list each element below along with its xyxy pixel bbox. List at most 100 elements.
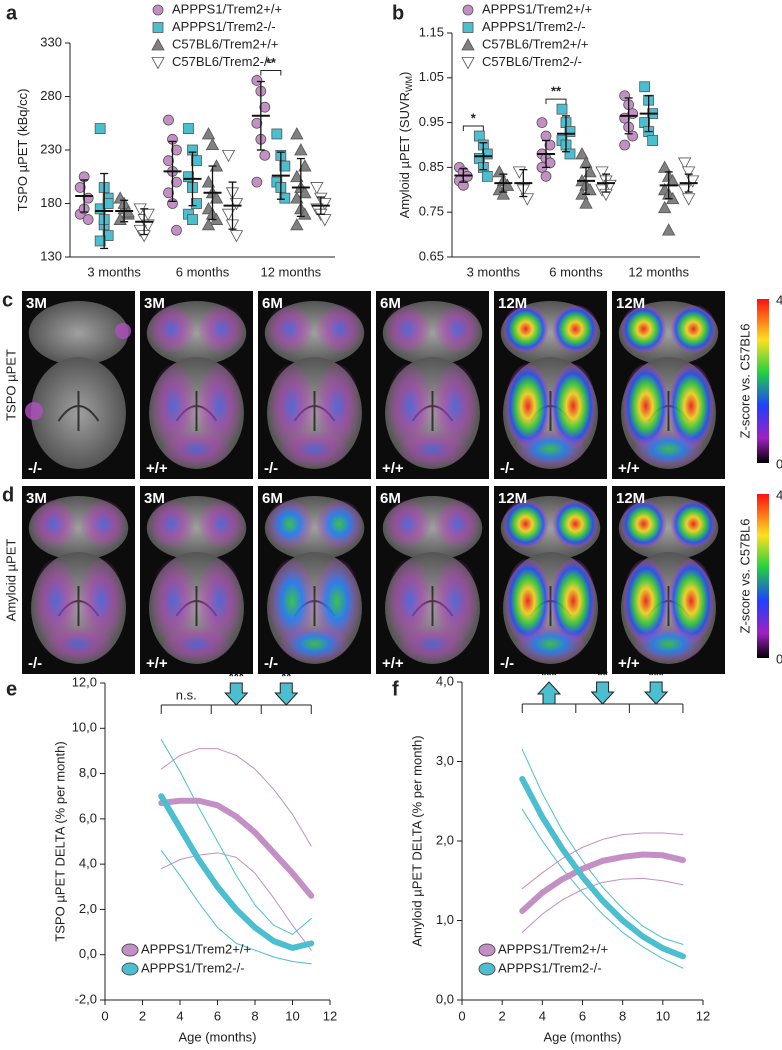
x-tick-label: 6 xyxy=(214,1008,221,1023)
uptake xyxy=(269,364,315,448)
dot xyxy=(221,149,236,163)
dot xyxy=(171,176,182,188)
x-tick-label: 3 months xyxy=(87,264,141,279)
uptake xyxy=(398,626,467,662)
legend-label: APPPS1/Trem2-/- xyxy=(482,19,586,34)
tile-time: 12M xyxy=(498,295,527,312)
dot xyxy=(500,178,515,191)
tile-genotype: +/+ xyxy=(146,655,168,672)
dot xyxy=(540,130,552,142)
ci-line xyxy=(160,739,312,935)
uptake xyxy=(668,559,714,643)
dot xyxy=(681,193,696,206)
comparison-arrow xyxy=(590,681,615,705)
ci-line xyxy=(160,852,312,951)
dot xyxy=(290,169,304,183)
colorbar-label: Z-score vs. C57BL6 xyxy=(737,324,752,439)
legend-marker xyxy=(151,38,165,51)
legend-label: C57BL6/Trem2-/- xyxy=(172,54,272,69)
uptake xyxy=(503,305,549,353)
dot xyxy=(163,155,174,167)
ci-line xyxy=(521,808,684,969)
dot xyxy=(310,182,324,195)
row-label: TSPO µPET xyxy=(3,349,18,421)
panel-letter: c xyxy=(2,289,13,311)
significance-bracket xyxy=(260,69,282,76)
uptake xyxy=(516,626,585,662)
panel-letter: b xyxy=(392,2,404,24)
legend-label: APPPS1/Trem2+/+ xyxy=(172,1,282,16)
uptake xyxy=(503,500,549,548)
x-tick-label: 12 xyxy=(323,1008,337,1023)
comparison-arrow xyxy=(224,682,249,706)
uptake xyxy=(151,364,197,448)
uptake xyxy=(267,500,313,548)
comparison-label: ** xyxy=(598,667,609,682)
dot xyxy=(481,170,493,182)
tile-time: 6M xyxy=(380,295,401,312)
dot xyxy=(583,165,597,178)
x-tick-label: 6 months xyxy=(176,264,230,279)
legend-marker xyxy=(461,38,475,51)
legend-label: APPPS1/Trem2-/- xyxy=(172,19,276,34)
y-tick-label: 10,0 xyxy=(72,720,97,735)
uptake xyxy=(316,500,362,548)
tile-time: 3M xyxy=(144,295,165,312)
dot xyxy=(205,137,220,151)
uptake xyxy=(670,305,716,353)
comparison-arrow xyxy=(274,682,299,706)
tile-time: 3M xyxy=(26,490,47,507)
tile-time: 3M xyxy=(144,490,165,507)
tile-genotype: +/+ xyxy=(146,460,168,477)
comparison-arrow xyxy=(644,681,669,705)
ci-line xyxy=(521,832,684,890)
uptake xyxy=(149,500,195,548)
legend-label: APPPS1/Trem2-/- xyxy=(498,960,602,975)
ci-line xyxy=(160,850,312,965)
uptake xyxy=(280,431,349,467)
x-tick-label: 0 xyxy=(101,1008,108,1023)
uptake xyxy=(314,559,360,643)
legend-label: C57BL6/Trem2-/- xyxy=(482,54,582,69)
uptake xyxy=(316,305,362,353)
uptake xyxy=(198,500,244,548)
y-tick-label: 6,0 xyxy=(79,810,97,825)
dot xyxy=(271,128,283,140)
uptake xyxy=(115,323,131,339)
y-tick-label: 12,0 xyxy=(72,674,97,689)
uptake xyxy=(621,305,667,353)
dot xyxy=(647,135,659,146)
tile-time: 3M xyxy=(26,295,47,312)
dot xyxy=(298,159,312,172)
dot xyxy=(229,230,244,243)
dot xyxy=(279,160,291,172)
legend-marker xyxy=(461,57,475,70)
mean-curve xyxy=(158,797,315,899)
uptake xyxy=(149,305,195,353)
uptake xyxy=(198,305,244,353)
dot xyxy=(171,144,182,156)
uptake xyxy=(432,559,478,643)
dot xyxy=(677,184,692,197)
dot xyxy=(661,223,676,236)
panel-letter: d xyxy=(2,484,14,506)
uptake xyxy=(33,559,79,643)
legend-marker xyxy=(121,962,139,976)
dot xyxy=(595,166,609,179)
dot xyxy=(187,214,198,225)
dot xyxy=(639,81,651,93)
y-axis-label-text: Amyloid µPET (SUVR xyxy=(397,92,412,218)
dot xyxy=(229,198,244,211)
y-axis-label: Amyloid µPET (SUVRWM) xyxy=(397,72,414,219)
x-axis-label: Age (months) xyxy=(543,1029,621,1044)
y-tick-label: 2,0 xyxy=(79,901,97,916)
comparison-label: n.s. xyxy=(176,687,197,702)
uptake xyxy=(623,364,669,448)
tile-genotype: +/+ xyxy=(382,655,404,672)
tile-genotype: -/- xyxy=(264,655,278,672)
uptake xyxy=(550,364,596,448)
comparison-label: ** xyxy=(281,668,292,683)
x-tick-label: 6 months xyxy=(549,264,603,279)
y-tick-label: 130 xyxy=(40,248,62,263)
tile-genotype: -/- xyxy=(500,655,514,672)
